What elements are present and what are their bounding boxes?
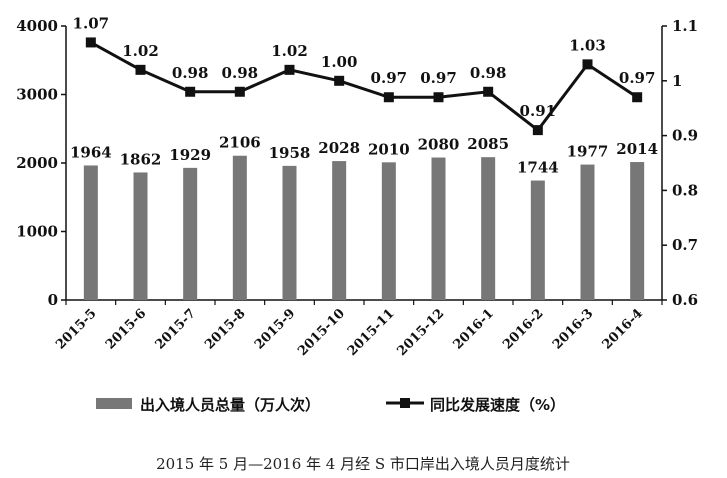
line-point	[284, 64, 295, 75]
line-value-label: 1.07	[73, 14, 110, 32]
bar-value-label: 2085	[467, 135, 509, 153]
legend-bar-label: 出入境人员总量（万人次）	[140, 396, 320, 414]
right-tick-label: 0.7	[672, 236, 698, 254]
bar-value-label: 1964	[70, 143, 112, 161]
x-tick-label: 2015-12	[395, 306, 448, 359]
line-value-label: 0.98	[222, 64, 259, 82]
line-value-label: 0.97	[420, 69, 457, 87]
growth-line	[90, 41, 638, 133]
x-tick-label: 2015-6	[103, 306, 149, 352]
legend: 出入境人员总量（万人次） 同比发展速度（%）	[96, 396, 565, 414]
line-value-label: 0.91	[520, 102, 557, 120]
x-axis-ticks: 2015-5 2015-6 2015-7 2015-8 2015-92015-10201…	[53, 300, 663, 359]
line-value-label: 0.97	[371, 69, 408, 87]
left-tick-label: 4000	[16, 17, 58, 35]
right-tick-label: 1.1	[672, 17, 698, 35]
line-point	[85, 37, 96, 48]
x-tick-label: 2016-1	[451, 306, 497, 352]
x-tick-label: 2016-3	[550, 306, 596, 352]
right-tick-label: 0.6	[672, 291, 698, 309]
line-point	[185, 86, 196, 97]
x-tick-label: 2016-2	[500, 306, 546, 352]
bar	[133, 172, 148, 300]
legend-line-marker	[400, 398, 410, 408]
left-tick-label: 3000	[16, 86, 58, 104]
line-value-label: 0.98	[470, 64, 507, 82]
bar	[431, 157, 446, 300]
line-point	[433, 92, 444, 103]
right-tick-label: 1	[672, 72, 682, 90]
left-axis-ticks: 0 1000 2000 3000 4000	[16, 17, 66, 309]
bar-value-label: 1977	[567, 143, 609, 161]
line-point	[532, 125, 543, 136]
x-tick-label: 2015-11	[345, 306, 398, 359]
bar-value-label: 1958	[269, 144, 311, 162]
line-value-label: 0.98	[172, 64, 209, 82]
right-axis-ticks: 0.6 0.7 0.8 0.9 1 1.1	[662, 17, 698, 309]
line-point	[483, 86, 494, 97]
x-tick-label: 2015-8	[202, 306, 248, 352]
bars	[83, 155, 645, 300]
line-point	[135, 64, 146, 75]
bar-value-label: 2010	[368, 140, 410, 158]
bar	[481, 157, 496, 300]
line-value-label: 1.02	[122, 42, 159, 60]
right-tick-label: 0.9	[672, 127, 698, 145]
x-tick-label: 2015-7	[153, 306, 199, 352]
left-tick-label: 0	[48, 291, 58, 309]
bar	[183, 167, 198, 300]
x-tick-label: 2015-5	[53, 306, 99, 352]
line-point	[234, 86, 245, 97]
line-point	[383, 92, 394, 103]
line-value-label: 0.97	[619, 69, 656, 87]
left-tick-label: 2000	[16, 154, 58, 172]
bar-value-label: 1862	[120, 150, 162, 168]
chart-caption: 2015 年 5 月—2016 年 4 月经 S 市口岸出入境人员月度统计	[156, 455, 570, 473]
bar	[630, 162, 645, 300]
legend-line-label: 同比发展速度（%）	[430, 396, 565, 414]
bar-labels: 1964 1862 1929 2106 1958 2028 2010 2080 2085 1744…	[70, 134, 658, 177]
line-value-label: 1.00	[321, 53, 358, 71]
x-tick-label: 2016-4	[600, 306, 646, 352]
bar	[83, 165, 98, 300]
bar	[332, 161, 347, 300]
bar	[580, 164, 595, 300]
bar-value-label: 2028	[318, 139, 360, 157]
bar-value-label: 2106	[219, 134, 261, 152]
left-tick-label: 1000	[16, 223, 58, 241]
legend-bar-swatch	[96, 398, 132, 409]
bar	[381, 162, 396, 300]
bar-value-label: 1744	[517, 159, 559, 177]
line-point	[632, 92, 643, 103]
bar	[232, 155, 247, 300]
bar	[282, 165, 297, 300]
line-series	[85, 37, 643, 136]
x-tick-label: 2015-9	[252, 306, 298, 352]
line-point	[334, 75, 345, 86]
line-point	[582, 59, 593, 70]
right-tick-label: 0.8	[672, 181, 698, 199]
line-value-label: 1.02	[271, 42, 308, 60]
line-labels: 1.07 1.02 0.98 0.98 1.02 1.00 0.97 0.97 0.98 0.91…	[73, 14, 656, 120]
bar-value-label: 2014	[616, 140, 658, 158]
bar-value-label: 2080	[418, 136, 460, 154]
line-value-label: 1.03	[569, 36, 606, 54]
bar	[530, 180, 545, 300]
bar-value-label: 1929	[169, 146, 211, 164]
x-tick-label: 2015-10	[295, 306, 348, 359]
